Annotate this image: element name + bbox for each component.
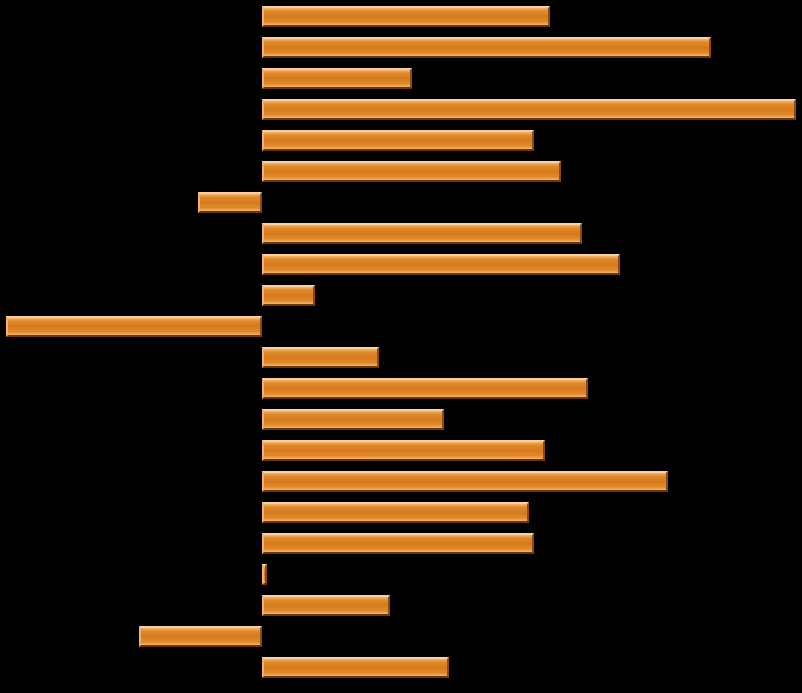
bar-9 (262, 285, 315, 306)
bar-16 (262, 502, 529, 523)
bar-10 (6, 316, 262, 337)
bar-7 (262, 223, 582, 244)
bar-19 (262, 595, 390, 616)
bar-5 (262, 161, 561, 182)
bar-20 (139, 626, 262, 647)
bar-1 (262, 37, 711, 58)
bar-3 (262, 99, 796, 120)
bar-6 (198, 192, 262, 213)
bar-15 (262, 471, 668, 492)
bar-14 (262, 440, 545, 461)
bar-2 (262, 68, 412, 89)
bar-21 (262, 657, 449, 678)
bar-18 (262, 564, 267, 585)
bar-0 (262, 6, 550, 27)
bar-8 (262, 254, 620, 275)
bar-11 (262, 347, 379, 368)
bar-12 (262, 378, 588, 399)
bar-13 (262, 409, 444, 430)
bar-17 (262, 533, 534, 554)
diverging-bar-chart (0, 0, 802, 693)
bar-4 (262, 130, 534, 151)
